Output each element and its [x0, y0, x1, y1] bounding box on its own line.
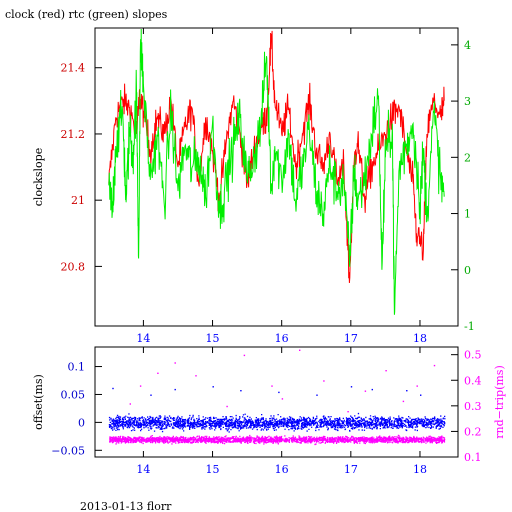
slopes-plot-frame [94, 27, 459, 327]
outlier-point-offset [150, 394, 152, 396]
offset-y-tick-label: 0 [78, 416, 85, 429]
offset-series [108, 349, 446, 446]
figure-title: clock (red) rtc (green) slopes [5, 8, 168, 21]
offset-ticks: 14 15 16 17 18 −0.05 0 0.05 0.1 0.1 0.2 0.3 0.4 0.5 [51, 347, 482, 476]
offset-y-tick-label: 0.1 [68, 361, 86, 374]
outlier-point-rnd-trip [174, 362, 176, 364]
outlier-point-rnd-trip [157, 372, 159, 374]
offset-x-tick-label: 18 [413, 463, 427, 476]
outlier-point-offset [212, 386, 214, 388]
slopes-x-tick-label: 14 [136, 332, 150, 345]
outlier-point-rnd-trip [364, 390, 367, 392]
outlier-point-offset [371, 388, 373, 391]
slopes-right-tick-label: 1 [464, 208, 471, 221]
outlier-point-offset [240, 390, 242, 392]
offset-right-tick-label: 0.3 [464, 400, 482, 413]
outlier-point-rnd-trip [433, 364, 436, 367]
outlier-point-rnd-trip [402, 400, 405, 403]
slopes-y-tick-label: 20.8 [61, 260, 86, 273]
outlier-point-rnd-trip [281, 398, 284, 400]
slopes-y-tick-label: 21.2 [61, 128, 86, 141]
slopes-y-tick-label: 21 [71, 194, 85, 207]
outlier-point-rnd-trip [129, 403, 131, 405]
slopes-right-tick-label: -1 [464, 320, 475, 333]
outlier-point-rnd-trip [347, 411, 349, 413]
outlier-point-rnd-trip [323, 380, 325, 382]
outlier-point-rnd-trip [271, 385, 273, 387]
offset-y-tick-label: 0.05 [61, 388, 86, 401]
offset-right-tick-label: 0.5 [464, 349, 482, 362]
outlier-point-rnd-trip [139, 385, 142, 387]
outlier-point-rnd-trip [195, 375, 197, 377]
outlier-point-rnd-trip [299, 349, 301, 351]
offset-right-tick-label: 0.2 [464, 425, 482, 438]
offset-x-tick-label: 17 [344, 463, 358, 476]
rndtrip-y-axis-label: rnd−trip(ms) [493, 365, 506, 439]
slopes-right-tick-label: 4 [464, 39, 471, 52]
outlier-point-rnd-trip [243, 354, 246, 357]
offset-right-tick-label: 0.1 [464, 451, 482, 464]
slopes-series [108, 28, 445, 315]
slopes-y-tick-label: 21.4 [61, 62, 86, 75]
outlier-point-offset [406, 390, 408, 392]
outlier-point-offset [174, 388, 176, 391]
outlier-point-offset [420, 394, 422, 396]
outlier-point-rnd-trip [385, 370, 387, 372]
offset-right-tick-label: 0.4 [464, 374, 482, 387]
offset-x-tick-label: 16 [275, 463, 289, 476]
outlier-point-offset [350, 386, 353, 388]
offset-x-tick-label: 15 [206, 463, 220, 476]
outlier-point-offset [278, 391, 280, 394]
slopes-x-tick-label: 15 [206, 332, 220, 345]
outlier-point-offset [112, 387, 114, 390]
series-line-rtc [108, 28, 445, 315]
offset-panel: 14 15 16 17 18 −0.05 0 0.05 0.1 0.1 0.2 0.3 0.4 0.5 o… [32, 346, 506, 476]
outlier-point-rnd-trip [416, 385, 418, 387]
slopes-x-tick-label: 17 [344, 332, 358, 345]
series-points-rnd-trip [109, 434, 446, 446]
series-line-clock [108, 30, 445, 284]
offset-y-tick-label: −0.05 [51, 444, 85, 457]
series-points-offset [108, 412, 446, 433]
footer-label: 2013-01-13 florr [80, 500, 172, 512]
slopes-x-tick-label: 18 [413, 332, 427, 345]
slopes-ticks: 14 15 16 17 18 20.8 21 21.2 21.4 -1 0 1 2 3 4 [61, 28, 475, 345]
offset-plot-frame [94, 346, 459, 458]
slopes-x-tick-label: 16 [275, 332, 289, 345]
slopes-right-tick-label: 2 [464, 151, 471, 164]
offset-x-tick-label: 14 [136, 463, 150, 476]
slopes-panel: 14 15 16 17 18 20.8 21 21.2 21.4 -1 0 1 2 3 4 clockslo… [32, 27, 475, 345]
slopes-right-tick-label: 0 [464, 264, 471, 277]
offset-y-axis-label: offset(ms) [32, 374, 45, 430]
slopes-right-tick-label: 3 [464, 95, 471, 108]
outlier-point-offset [316, 394, 318, 396]
outlier-point-rnd-trip [226, 405, 228, 408]
slopes-y-axis-label: clockslope [32, 148, 45, 206]
